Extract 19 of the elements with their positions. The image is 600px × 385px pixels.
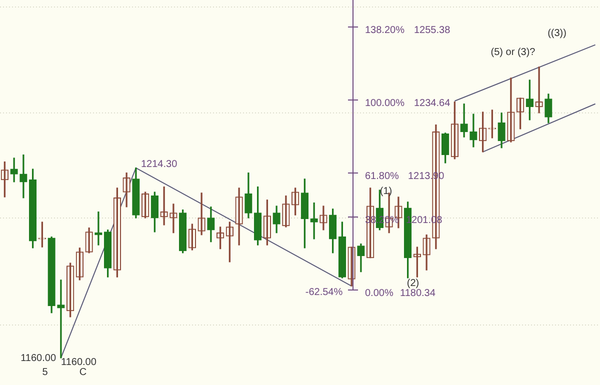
candlestick (38, 222, 46, 248)
candlestick (488, 110, 496, 138)
text: 1255.38 (414, 24, 451, 36)
annotation: (2) (406, 278, 420, 289)
text: C (79, 366, 87, 378)
annotation: 1160.00 (61, 356, 97, 368)
text: (5) or (3)? (490, 46, 536, 58)
annotation: 1234.64 (414, 98, 451, 109)
annotation: 1160.00 (20, 352, 56, 364)
annotation: 1214.30 (141, 158, 178, 170)
annotation: (1) (380, 186, 392, 197)
annotation: -62.54% (305, 286, 343, 298)
text: 138.20% (365, 24, 405, 36)
annotation: 1180.34 (400, 288, 436, 299)
annotation: 100.00% (365, 98, 405, 109)
annotation: 0.00% (365, 288, 394, 299)
text: ((3)) (548, 28, 566, 39)
text: 5 (42, 366, 48, 378)
annotation: 61.80% (365, 170, 400, 182)
